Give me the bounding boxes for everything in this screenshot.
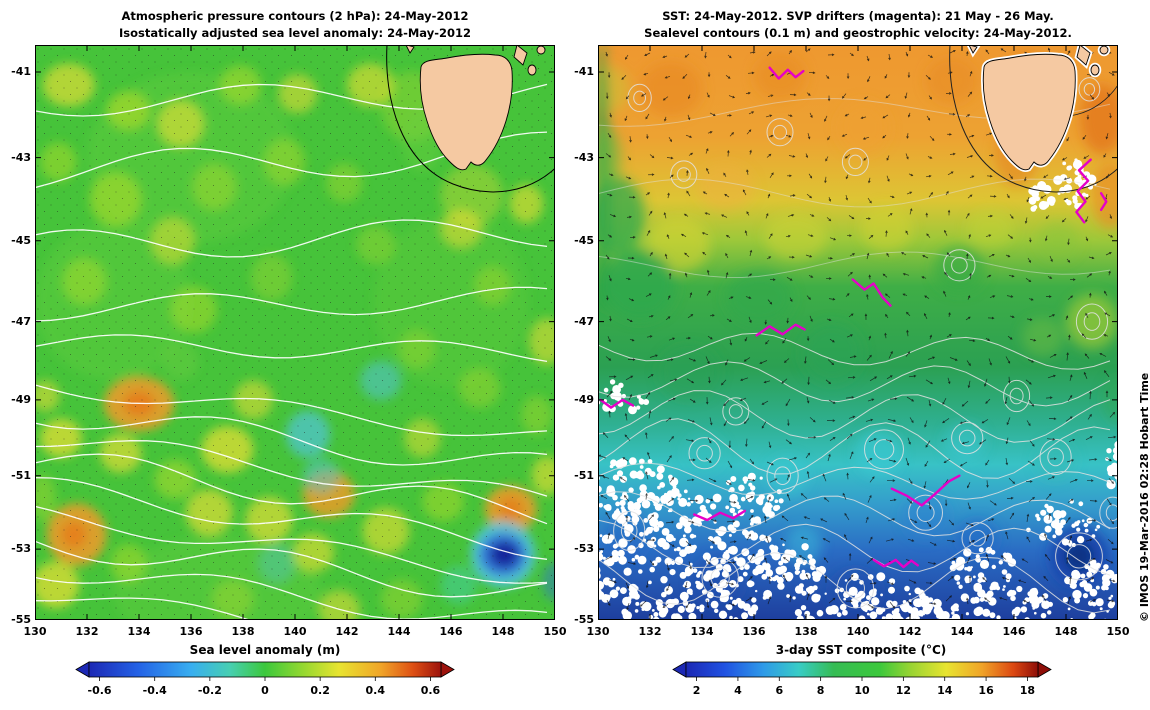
sea-level-colorbar: -0.6 -0.4 -0.2 0 0.2 0.4 0.6 (75, 661, 455, 697)
colorbar-tick-label: 16 (978, 684, 994, 697)
cloud-gaps (598, 158, 1118, 620)
x-tick-label: 142 (335, 625, 359, 638)
sst-map (598, 45, 1118, 620)
x-tick-label: 138 (231, 625, 255, 638)
x-tick-label: 132 (75, 625, 99, 638)
copyright-watermark: © IMOS 19-Mar-2016 02:28 Hobart Time (1138, 372, 1150, 622)
x-tick-label: 146 (439, 625, 463, 638)
x-tick-label: 134 (127, 625, 151, 638)
right-panel-title: SST: 24-May-2012. SVP drifters (magenta)… (578, 8, 1138, 43)
right-title-line1: SST: 24-May-2012. SVP drifters (magenta)… (662, 9, 1054, 23)
sea-level-anomaly-map (35, 45, 555, 620)
svp-drifter-tracks (599, 66, 1108, 569)
x-tick-label: 148 (1054, 625, 1078, 638)
x-tick-label: 140 (283, 625, 307, 638)
colorbar-tick-label: 2 (693, 684, 701, 697)
colorbar-tick-label: 4 (734, 684, 742, 697)
y-tick-label: -51 (11, 468, 31, 482)
y-tick-label: -45 (11, 233, 31, 247)
colorbar-tick-label: 8 (817, 684, 825, 697)
y-tick-label: -49 (574, 392, 594, 406)
coastal-contour (386, 45, 555, 193)
colorbar-tick-label: -0.4 (143, 684, 167, 697)
x-tick-label: 142 (898, 625, 922, 638)
colorbar-tick-label: 18 (1020, 684, 1035, 697)
colorbar-tick-label: 0.4 (366, 684, 386, 697)
y-tick-label: -53 (574, 542, 594, 556)
left-panel-title: Atmospheric pressure contours (2 hPa): 2… (15, 8, 575, 43)
y-tick-label: -49 (11, 392, 31, 406)
y-tick-label: -55 (11, 613, 31, 627)
y-tick-label: -45 (574, 233, 594, 247)
y-tick-label: -53 (11, 542, 31, 556)
tasmania-land (968, 45, 1109, 171)
y-tick-label: -41 (11, 65, 31, 78)
y-tick-label: -41 (574, 65, 594, 78)
colorbar-tick-label: 10 (854, 684, 870, 697)
x-tick-label: 150 (1106, 625, 1130, 638)
coastal-contour (949, 45, 1118, 193)
colorbar-tick-label: 0.6 (421, 684, 441, 697)
y-tick-label: -51 (574, 468, 594, 482)
colorbar-tick-label: -0.2 (198, 684, 222, 697)
colorbar-tick-label: 0.2 (310, 684, 330, 697)
colorbar-tick-label: 12 (896, 684, 911, 697)
x-tick-label: 150 (543, 625, 567, 638)
x-tick-label: 140 (846, 625, 870, 638)
x-tick-label: 144 (950, 625, 974, 638)
x-tick-label: 136 (179, 625, 203, 638)
x-tick-label: 130 (586, 625, 610, 638)
x-tick-label: 146 (1002, 625, 1026, 638)
x-tick-label: 148 (491, 625, 515, 638)
x-tick-label: 132 (638, 625, 662, 638)
y-tick-label: -55 (574, 613, 594, 627)
tasmania-land (405, 45, 546, 171)
x-tick-label: 130 (23, 625, 47, 638)
y-tick-label: -47 (11, 314, 31, 328)
colorbar-tick-label: 6 (775, 684, 783, 697)
sst-colorbar: 2 4 6 8 10 12 14 16 18 (672, 661, 1052, 697)
x-tick-label: 136 (742, 625, 766, 638)
colorbar-tick-label: 0 (261, 684, 269, 697)
left-colorbar-label: Sea level anomaly (m) (189, 643, 341, 657)
left-title-line1: Atmospheric pressure contours (2 hPa): 2… (121, 9, 469, 23)
colorbar-tick-label: 14 (937, 684, 953, 697)
y-tick-label: -47 (574, 314, 594, 328)
x-tick-label: 144 (387, 625, 411, 638)
right-title-line2: Sealevel contours (0.1 m) and geostrophi… (644, 26, 1072, 41)
right-colorbar-label: 3-day SST composite (°C) (775, 643, 947, 657)
x-tick-label: 134 (690, 625, 714, 638)
left-title-line2: Isostatically adjusted sea level anomaly… (119, 26, 471, 41)
y-tick-label: -43 (11, 150, 31, 164)
pressure-contours (35, 83, 548, 620)
colorbar-tick-label: -0.6 (88, 684, 112, 697)
y-tick-label: -43 (574, 150, 594, 164)
x-tick-label: 138 (794, 625, 818, 638)
